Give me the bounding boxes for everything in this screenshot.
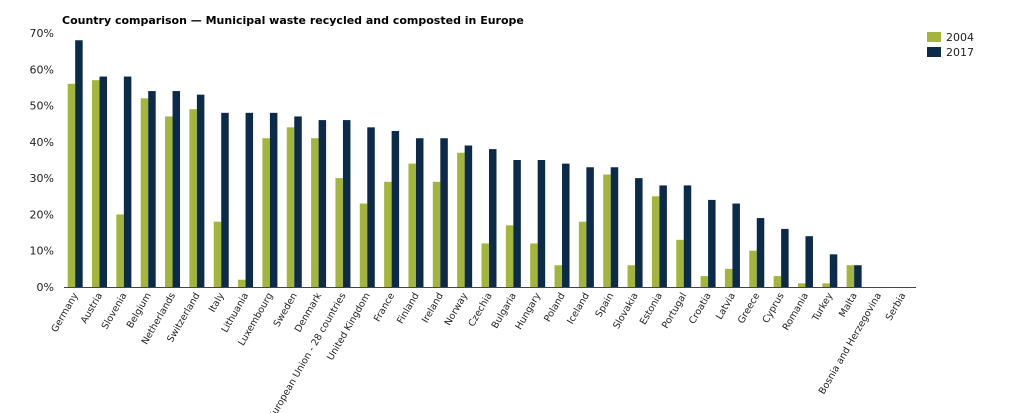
bar <box>359 203 368 287</box>
bar <box>92 80 100 288</box>
bar <box>432 181 441 287</box>
bar <box>415 138 424 287</box>
legend-swatch <box>927 32 941 42</box>
bar <box>603 174 611 287</box>
bar <box>659 185 667 287</box>
x-tick-label: Serbia <box>884 291 909 323</box>
bar <box>67 83 76 287</box>
bar <box>846 265 855 287</box>
x-tick-label: Spain <box>594 291 617 319</box>
bar <box>189 109 197 287</box>
y-tick-label: 20% <box>30 208 54 221</box>
x-tick-label: France <box>372 291 397 324</box>
bar <box>335 178 343 287</box>
bar <box>245 112 254 287</box>
bar <box>99 76 108 288</box>
bar <box>854 265 862 287</box>
bar <box>781 228 789 287</box>
bar <box>342 120 351 287</box>
bar <box>805 236 813 287</box>
bar <box>311 138 319 287</box>
bar <box>213 221 222 287</box>
bar <box>562 163 570 287</box>
x-tick-label: Cyprus <box>761 291 787 325</box>
bar <box>75 40 83 287</box>
bar <box>505 225 514 287</box>
bar <box>481 243 489 287</box>
bar <box>530 243 538 287</box>
bar <box>221 112 229 287</box>
bar <box>586 167 594 287</box>
bar <box>773 276 782 287</box>
bar <box>829 254 838 287</box>
y-tick-label: 40% <box>30 136 54 149</box>
bar <box>513 160 521 287</box>
bar <box>578 221 587 287</box>
x-tick-label: Malta <box>837 291 860 319</box>
bar <box>440 138 448 287</box>
bar <box>269 112 278 287</box>
bar <box>464 145 473 287</box>
x-tick-label: Germany <box>49 291 81 335</box>
bar <box>676 239 684 287</box>
bar <box>489 149 497 287</box>
bar <box>123 76 132 288</box>
y-tick-label: 30% <box>30 172 54 185</box>
legend-label: 2017 <box>946 46 974 59</box>
x-tick-label: Croatia <box>687 291 714 326</box>
x-tick-label: Latvia <box>714 291 738 322</box>
bar <box>627 265 636 287</box>
x-tick-label: Austria <box>79 291 105 326</box>
bar <box>391 130 400 287</box>
x-tick-label: Estonia <box>638 291 665 327</box>
bar <box>635 178 643 287</box>
bar <box>683 185 692 287</box>
bar <box>797 283 806 287</box>
y-tick-label: 0% <box>37 281 54 294</box>
y-tick-label: 50% <box>30 100 54 113</box>
bar <box>651 196 660 287</box>
legend-label: 2004 <box>946 31 974 44</box>
chart-title: Country comparison — Municipal waste rec… <box>62 14 524 27</box>
x-tick-label: Finland <box>395 291 422 326</box>
bar <box>262 138 270 287</box>
bar <box>148 91 156 287</box>
bar <box>732 203 740 287</box>
bar <box>457 152 465 287</box>
bar <box>294 116 302 287</box>
bar <box>822 283 830 287</box>
bar <box>384 181 392 287</box>
bar <box>749 250 757 287</box>
bar <box>318 120 327 287</box>
bar <box>756 218 765 287</box>
bar <box>537 160 546 287</box>
y-tick-label: 10% <box>30 245 54 258</box>
bar <box>554 265 563 287</box>
y-tick-label: 70% <box>30 27 54 40</box>
bar <box>238 279 246 287</box>
bar <box>116 214 124 287</box>
x-tick-label: Turkey <box>810 291 836 324</box>
x-tick-label: Greece <box>736 291 763 326</box>
x-tick-label: Italy <box>207 291 227 315</box>
x-tick-label: Iceland <box>565 291 592 326</box>
bar <box>367 127 375 287</box>
bar <box>724 268 733 287</box>
bar <box>610 167 619 287</box>
bar <box>286 127 295 287</box>
legend-swatch <box>927 47 941 57</box>
bar <box>172 91 181 287</box>
y-tick-label: 60% <box>30 63 54 76</box>
bar <box>708 199 716 287</box>
bar <box>700 276 709 287</box>
bar <box>196 94 205 287</box>
x-tick-label: Ireland <box>420 291 446 325</box>
bar <box>165 116 173 287</box>
bar <box>408 163 416 287</box>
x-tick-label: Poland <box>542 291 567 324</box>
bar <box>140 98 149 287</box>
